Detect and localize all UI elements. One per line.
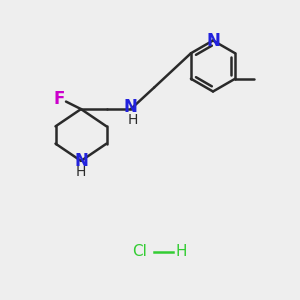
Text: N: N [124,98,138,116]
Text: N: N [206,32,220,50]
Text: F: F [54,90,65,108]
Text: H: H [76,165,86,179]
Text: H: H [176,244,187,260]
Text: H: H [128,113,138,128]
Text: N: N [74,152,88,170]
Text: Cl: Cl [132,244,147,260]
